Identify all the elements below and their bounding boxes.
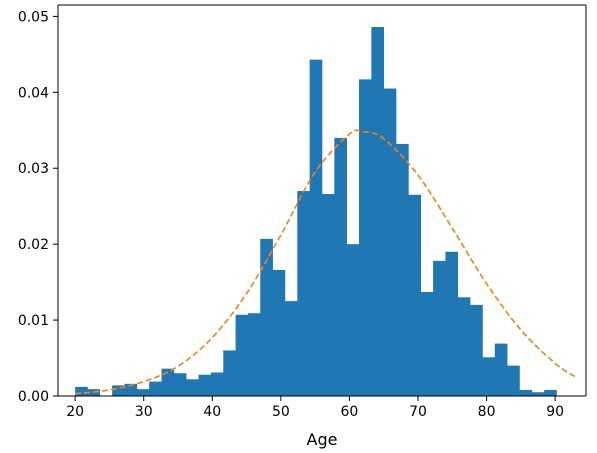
x-tick-label: 90 — [546, 404, 564, 420]
histogram-bar — [247, 313, 261, 396]
histogram-bar — [457, 297, 471, 396]
x-axis-label: Age — [307, 430, 338, 449]
histogram-bar — [173, 373, 187, 396]
histogram-bar — [544, 389, 557, 396]
histogram-bar — [408, 194, 422, 396]
histogram-bar — [235, 314, 249, 396]
y-tick-label: 0.00 — [18, 389, 49, 405]
histogram-bar — [420, 291, 434, 396]
histogram-bar — [371, 27, 385, 396]
histogram-bar — [284, 301, 298, 396]
histogram-bar — [494, 343, 508, 396]
x-tick-label: 20 — [66, 404, 84, 420]
histogram-bar — [507, 365, 520, 396]
y-tick-label: 0.01 — [18, 313, 49, 329]
histogram-bar — [186, 379, 199, 396]
histogram-bar — [124, 383, 138, 396]
y-tick-label: 0.02 — [18, 237, 49, 253]
histogram-bar — [297, 191, 310, 396]
histogram-bar — [433, 260, 446, 396]
histogram-bar — [519, 389, 533, 396]
histogram-bar — [470, 304, 483, 396]
x-tick-label: 70 — [409, 404, 427, 420]
histogram-bar — [260, 238, 273, 396]
histogram-bar — [149, 381, 162, 396]
y-tick-label: 0.05 — [18, 9, 49, 25]
histogram-bar — [445, 251, 459, 396]
histogram-bar — [482, 357, 496, 396]
histogram-bars — [75, 27, 557, 397]
histogram-bar — [346, 244, 360, 396]
y-axis-ticks: 0.00 0.01 0.02 0.03 0.04 0.05 — [18, 9, 58, 405]
x-tick-label: 50 — [272, 404, 290, 420]
x-tick-label: 80 — [478, 404, 496, 420]
density-curve-layer — [75, 129, 577, 395]
x-tick-label: 60 — [341, 404, 359, 420]
x-tick-label: 30 — [135, 404, 153, 420]
histogram-bar — [322, 194, 335, 396]
x-axis-ticks: 20 30 40 50 60 70 80 90 — [66, 396, 564, 420]
axes-frame — [57, 4, 587, 397]
histogram-bar — [334, 137, 347, 396]
histogram-bar — [223, 350, 236, 396]
histogram-bar — [161, 368, 175, 396]
histogram-bar — [136, 389, 150, 396]
histogram-bar — [198, 374, 212, 396]
histogram-bar — [309, 59, 323, 397]
x-tick-label: 40 — [203, 404, 221, 420]
histogram-bar — [272, 269, 286, 396]
histogram-bar — [359, 79, 372, 397]
y-tick-label: 0.03 — [18, 161, 49, 177]
histogram-bar — [396, 143, 409, 396]
density-curve — [75, 129, 577, 395]
histogram-bar — [75, 386, 88, 396]
histogram-bar — [383, 88, 397, 397]
y-tick-label: 0.04 — [18, 85, 49, 101]
histogram-bar — [531, 392, 545, 396]
histogram-bar — [210, 372, 224, 396]
histogram-bar — [112, 385, 125, 396]
